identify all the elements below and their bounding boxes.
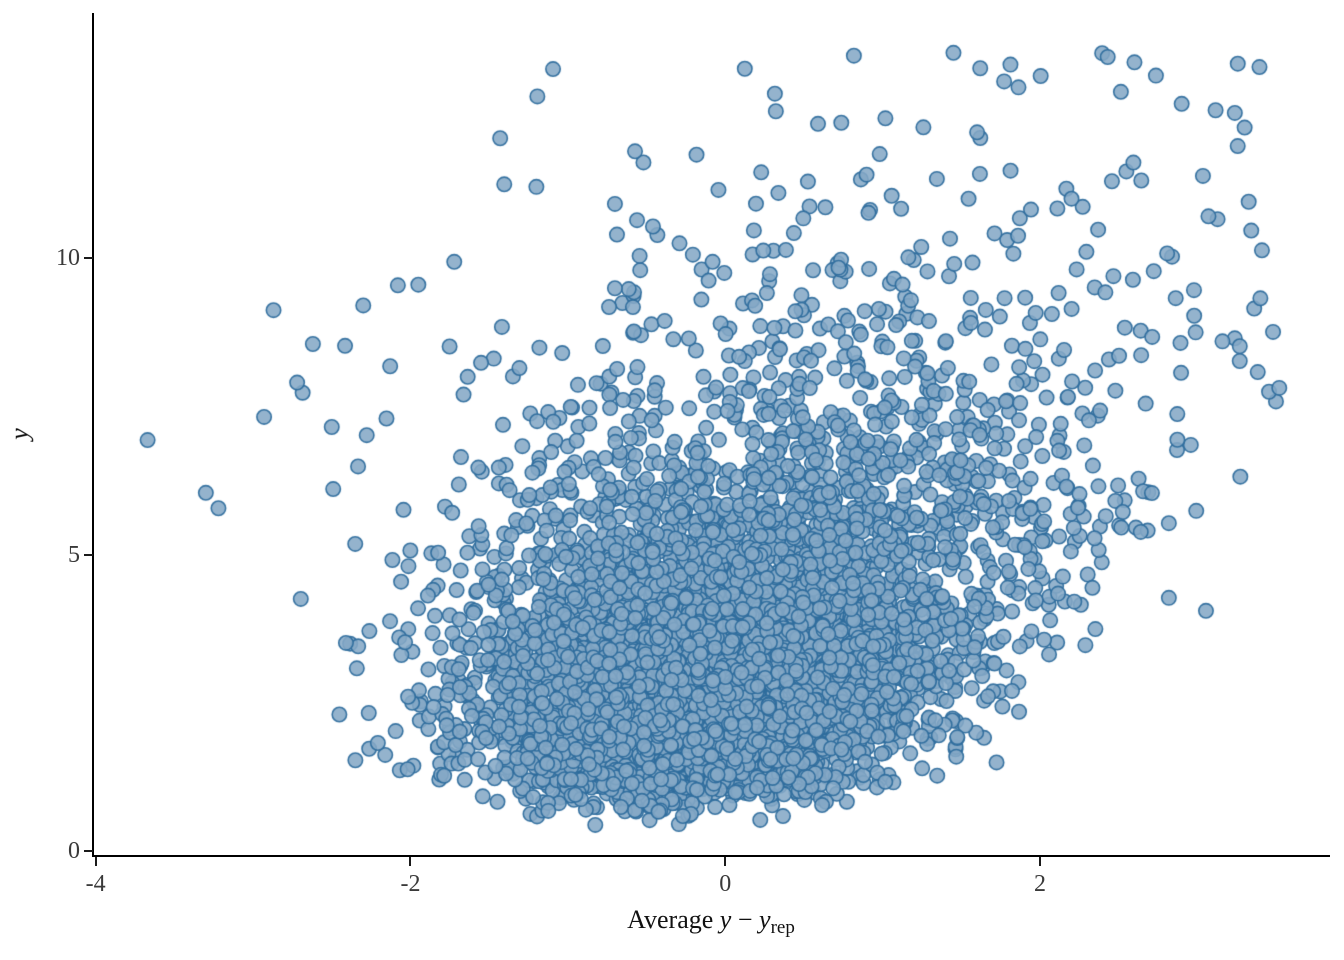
- x-axis-title-y: y: [719, 905, 732, 934]
- y-tick-label: 10: [56, 245, 80, 271]
- x-tick-mark: [724, 857, 727, 866]
- y-tick-mark: [84, 553, 93, 556]
- x-tick-mark: [94, 857, 97, 866]
- x-axis-title: Average y − yrep: [627, 905, 795, 938]
- x-axis-title-minus: −: [731, 905, 760, 934]
- x-tick-label: 0: [719, 871, 732, 897]
- x-tick-label: 2: [1034, 871, 1047, 897]
- x-tick-label: -4: [85, 871, 106, 897]
- y-tick-label: 0: [68, 837, 80, 864]
- y-axis-title: y: [4, 428, 34, 440]
- x-tick-mark: [1039, 857, 1042, 866]
- x-axis-line: [92, 855, 1330, 857]
- x-axis-title-prefix: Average: [627, 905, 720, 934]
- x-tick-label: -2: [400, 871, 421, 897]
- y-tick-mark: [84, 849, 93, 852]
- x-axis-title-yrep: y: [759, 905, 771, 934]
- x-tick-mark: [409, 857, 412, 866]
- y-axis-line: [92, 13, 94, 857]
- y-tick-label: 5: [68, 541, 80, 568]
- x-axis-title-rep-subscript: rep: [770, 917, 795, 938]
- y-tick-mark: [84, 257, 93, 259]
